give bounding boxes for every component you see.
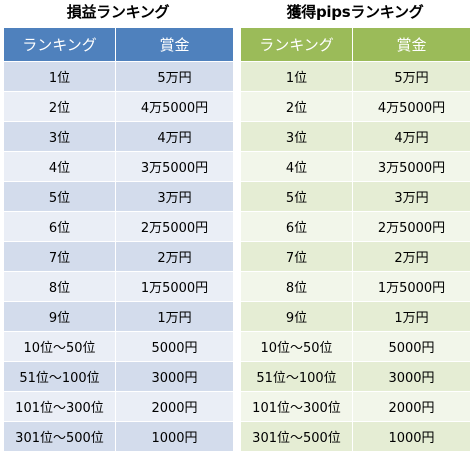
table-row: 1位 5万円 xyxy=(3,61,234,92)
column-header-ranking: ランキング xyxy=(240,27,353,62)
prize-cell: 1000円 xyxy=(115,421,234,452)
rank-cell: 6位 xyxy=(3,211,116,242)
rank-cell: 3位 xyxy=(3,121,116,152)
pips-ranking-table: ランキング 賞金 1位 5万円 2位 4万5000円 3位 4万円 4位 3万5000円 5位 3… xyxy=(240,27,471,452)
table-row: 5位 3万円 xyxy=(3,181,234,212)
rank-cell: 8位 xyxy=(240,271,353,302)
table-row: 7位 2万円 xyxy=(240,241,471,272)
prize-cell: 1万5000円 xyxy=(115,271,234,302)
rank-cell: 301位～500位 xyxy=(3,421,116,452)
rank-cell: 51位～100位 xyxy=(3,361,116,392)
table-row: 301位～500位 1000円 xyxy=(3,421,234,452)
prize-cell: 2万円 xyxy=(352,241,471,272)
table-row: 6位 2万5000円 xyxy=(3,211,234,242)
table-row: 101位～300位 2000円 xyxy=(3,391,234,422)
rank-cell: 7位 xyxy=(3,241,116,272)
rank-cell: 101位～300位 xyxy=(240,391,353,422)
prize-cell: 5万円 xyxy=(115,61,234,92)
prize-cell: 1000円 xyxy=(352,421,471,452)
prize-cell: 4万5000円 xyxy=(352,91,471,122)
prize-cell: 2万円 xyxy=(115,241,234,272)
rank-cell: 51位～100位 xyxy=(240,361,353,392)
rank-cell: 1位 xyxy=(240,61,353,92)
table-row: 7位 2万円 xyxy=(3,241,234,272)
rank-cell: 8位 xyxy=(3,271,116,302)
rank-cell: 5位 xyxy=(240,181,353,212)
table-header-row: ランキング 賞金 xyxy=(240,27,471,62)
table-row: 51位～100位 3000円 xyxy=(240,361,471,392)
prize-cell: 3000円 xyxy=(115,361,234,392)
rank-cell: 3位 xyxy=(240,121,353,152)
rank-cell: 4位 xyxy=(240,151,353,182)
rank-cell: 5位 xyxy=(3,181,116,212)
table-row: 101位～300位 2000円 xyxy=(240,391,471,422)
table-row: 10位～50位 5000円 xyxy=(240,331,471,362)
column-header-ranking: ランキング xyxy=(3,27,116,62)
table-row: 8位 1万5000円 xyxy=(3,271,234,302)
table-row: 301位～500位 1000円 xyxy=(240,421,471,452)
table-row: 5位 3万円 xyxy=(240,181,471,212)
table-row: 9位 1万円 xyxy=(240,301,471,332)
prize-cell: 3万5000円 xyxy=(115,151,234,182)
prize-cell: 2000円 xyxy=(115,391,234,422)
column-header-prize: 賞金 xyxy=(115,27,234,62)
prize-cell: 5000円 xyxy=(115,331,234,362)
prize-cell: 1万5000円 xyxy=(352,271,471,302)
table-row: 2位 4万5000円 xyxy=(240,91,471,122)
rank-cell: 2位 xyxy=(240,91,353,122)
prize-cell: 5000円 xyxy=(352,331,471,362)
prize-cell: 1万円 xyxy=(352,301,471,332)
table-row: 8位 1万5000円 xyxy=(240,271,471,302)
prize-cell: 4万円 xyxy=(352,121,471,152)
prize-cell: 3000円 xyxy=(352,361,471,392)
profit-ranking-table: ランキング 賞金 1位 5万円 2位 4万5000円 3位 4万円 4位 3万5000円 5位 3… xyxy=(3,27,234,452)
table-row: 9位 1万円 xyxy=(3,301,234,332)
table-row: 2位 4万5000円 xyxy=(3,91,234,122)
table-row: 4位 3万5000円 xyxy=(240,151,471,182)
pips-ranking-title: 獲得pipsランキング xyxy=(286,3,424,21)
rank-cell: 1位 xyxy=(3,61,116,92)
prize-cell: 4万5000円 xyxy=(115,91,234,122)
pips-ranking-panel: 獲得pipsランキング ランキング 賞金 1位 5万円 2位 4万5000円 3位 4万円… xyxy=(240,0,471,452)
table-row: 3位 4万円 xyxy=(240,121,471,152)
rank-cell: 10位～50位 xyxy=(3,331,116,362)
table-row: 51位～100位 3000円 xyxy=(3,361,234,392)
rank-cell: 6位 xyxy=(240,211,353,242)
rank-cell: 301位～500位 xyxy=(240,421,353,452)
rank-cell: 2位 xyxy=(3,91,116,122)
profit-ranking-title: 損益ランキング xyxy=(66,3,170,21)
rank-cell: 7位 xyxy=(240,241,353,272)
prize-cell: 5万円 xyxy=(352,61,471,92)
table-header-row: ランキング 賞金 xyxy=(3,27,234,62)
prize-cell: 2万5000円 xyxy=(115,211,234,242)
column-header-prize: 賞金 xyxy=(352,27,471,62)
prize-cell: 3万円 xyxy=(115,181,234,212)
rank-cell: 10位～50位 xyxy=(240,331,353,362)
table-row: 4位 3万5000円 xyxy=(3,151,234,182)
prize-cell: 4万円 xyxy=(115,121,234,152)
profit-ranking-body: 1位 5万円 2位 4万5000円 3位 4万円 4位 3万5000円 5位 3万円 6位 2万500… xyxy=(3,61,234,452)
prize-cell: 2万5000円 xyxy=(352,211,471,242)
pips-ranking-body: 1位 5万円 2位 4万5000円 3位 4万円 4位 3万5000円 5位 3万円 6位 2万500… xyxy=(240,61,471,452)
rank-cell: 9位 xyxy=(240,301,353,332)
rank-cell: 101位～300位 xyxy=(3,391,116,422)
rank-cell: 9位 xyxy=(3,301,116,332)
rank-cell: 4位 xyxy=(3,151,116,182)
table-row: 1位 5万円 xyxy=(240,61,471,92)
prize-cell: 2000円 xyxy=(352,391,471,422)
table-row: 10位～50位 5000円 xyxy=(3,331,234,362)
profit-ranking-panel: 損益ランキング ランキング 賞金 1位 5万円 2位 4万5000円 3位 4万円 4位 3万… xyxy=(3,0,234,452)
prize-cell: 1万円 xyxy=(115,301,234,332)
table-row: 3位 4万円 xyxy=(3,121,234,152)
table-row: 6位 2万5000円 xyxy=(240,211,471,242)
prize-cell: 3万円 xyxy=(352,181,471,212)
prize-cell: 3万5000円 xyxy=(352,151,471,182)
